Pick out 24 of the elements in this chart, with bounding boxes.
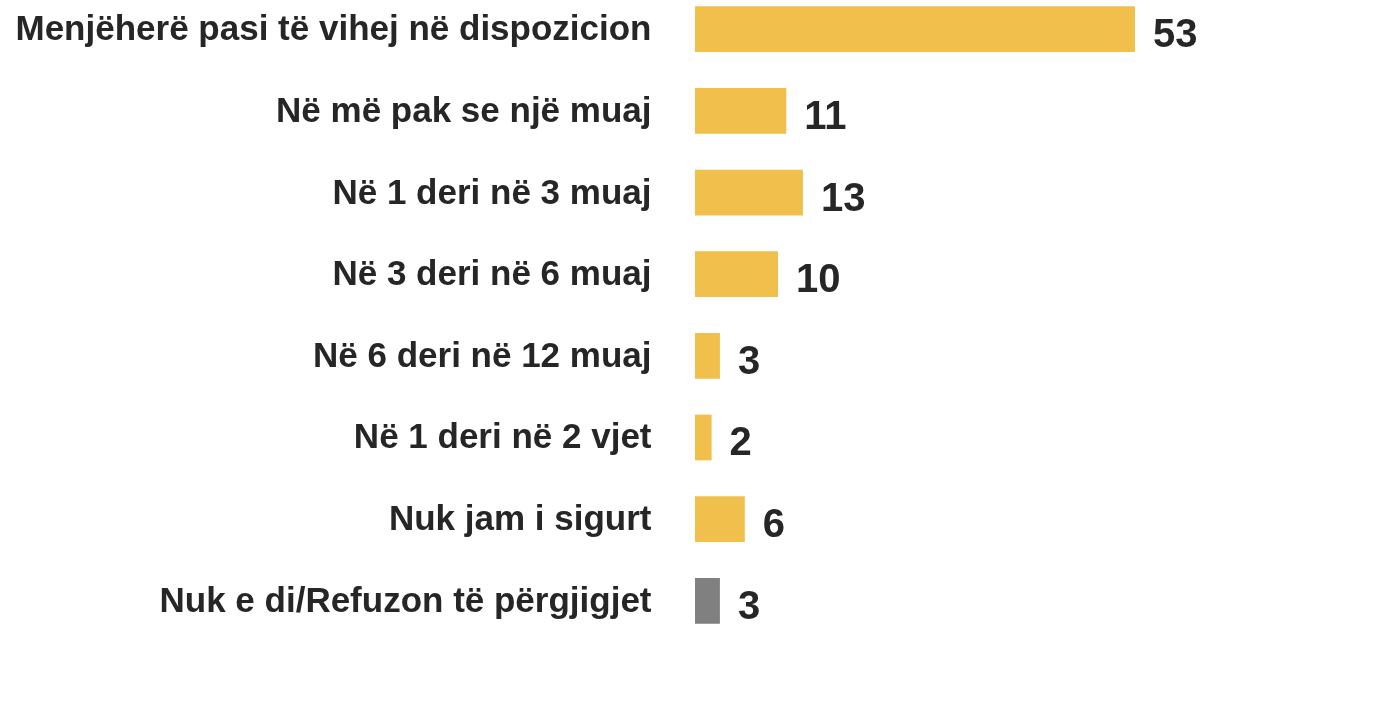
bar — [695, 251, 779, 298]
y-tick-label: Në 6 deri në 12 muaj — [313, 334, 652, 374]
bar — [695, 496, 745, 543]
data-label: 6 — [762, 501, 786, 546]
bar — [695, 414, 712, 461]
y-tick-label: Nuk jam i sigurt — [388, 498, 652, 538]
data-label: 11 — [804, 92, 847, 137]
y-tick-label: Në më pak se një muaj — [276, 89, 652, 129]
data-label: 53 — [1153, 11, 1198, 56]
y-tick-label: Në 1 deri në 2 vjet — [353, 416, 652, 456]
y-tick-label: Menjëherë pasi të vihej në dispozicion — [15, 8, 652, 48]
data-label: 10 — [796, 256, 841, 301]
data-label: 3 — [737, 582, 761, 627]
data-label: 13 — [820, 174, 866, 219]
y-tick-label: Në 1 deri në 3 muaj — [332, 171, 652, 211]
y-tick-label: Në 3 deri në 6 muaj — [332, 253, 652, 293]
data-label: 2 — [729, 419, 752, 464]
bar — [695, 87, 787, 134]
bar — [695, 332, 720, 379]
bar — [695, 577, 720, 624]
bar — [695, 6, 1135, 53]
data-label: 3 — [737, 337, 761, 382]
y-tick-label: Nuk e di/Refuzon të përgjigjet — [159, 579, 652, 619]
bar — [695, 169, 803, 216]
